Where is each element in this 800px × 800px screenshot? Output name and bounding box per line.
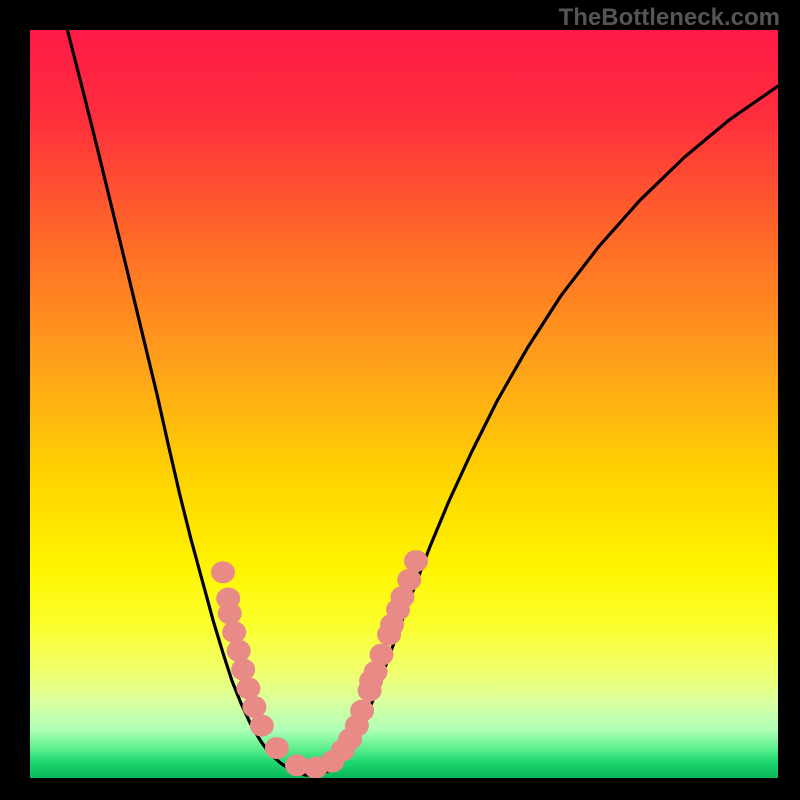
- data-marker: [350, 700, 374, 722]
- chart-frame: [30, 30, 778, 778]
- data-marker: [242, 696, 266, 718]
- data-marker: [231, 659, 255, 681]
- data-marker: [250, 715, 274, 737]
- bottleneck-curve-chart: [30, 30, 778, 778]
- data-marker: [359, 670, 383, 692]
- data-marker: [265, 737, 289, 759]
- data-marker: [397, 569, 421, 591]
- data-marker: [404, 550, 428, 572]
- data-marker: [227, 640, 251, 662]
- watermark-text: TheBottleneck.com: [559, 4, 780, 32]
- data-marker: [211, 561, 235, 583]
- data-marker: [222, 621, 246, 643]
- data-marker: [370, 644, 394, 666]
- data-marker: [236, 677, 260, 699]
- gradient-background: [30, 30, 778, 778]
- data-marker: [218, 602, 242, 624]
